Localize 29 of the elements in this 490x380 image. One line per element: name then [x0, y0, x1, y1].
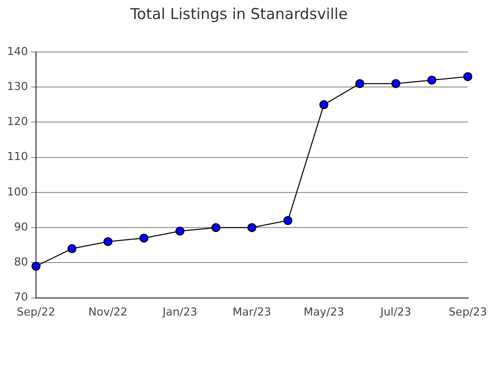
y-tick-label: 120	[6, 115, 28, 128]
point	[427, 76, 436, 85]
y-tick-label: 70	[14, 290, 28, 304]
point	[247, 223, 256, 232]
point	[319, 100, 328, 110]
point	[211, 223, 220, 232]
x-tick-label: Jan/23	[162, 305, 198, 318]
x-tick-label: Nov/22	[88, 305, 128, 318]
y-tick-label: 110	[6, 150, 28, 164]
point	[103, 237, 112, 246]
point	[31, 262, 40, 271]
x-tick-label: May/23	[304, 305, 344, 318]
x-tick-label: Sep/22	[16, 305, 56, 318]
y-tick-label: 80	[14, 256, 28, 269]
x-tick-label: Mar/23	[232, 305, 272, 318]
x-tick-label: Jul/23	[379, 305, 412, 318]
point	[67, 244, 76, 254]
x-tick-label: Sep/23	[448, 305, 487, 318]
point	[391, 79, 400, 88]
point	[175, 226, 184, 236]
point	[283, 216, 292, 226]
y-tick-label: 100	[6, 185, 28, 198]
y-tick-label: 140	[6, 44, 28, 58]
y-tick-label: 130	[6, 80, 28, 93]
y-tick-label: 90	[14, 220, 28, 234]
chart-title: Total Listings in Stanardsville	[129, 4, 348, 23]
point	[355, 79, 364, 88]
point	[139, 234, 148, 243]
point	[463, 72, 472, 82]
